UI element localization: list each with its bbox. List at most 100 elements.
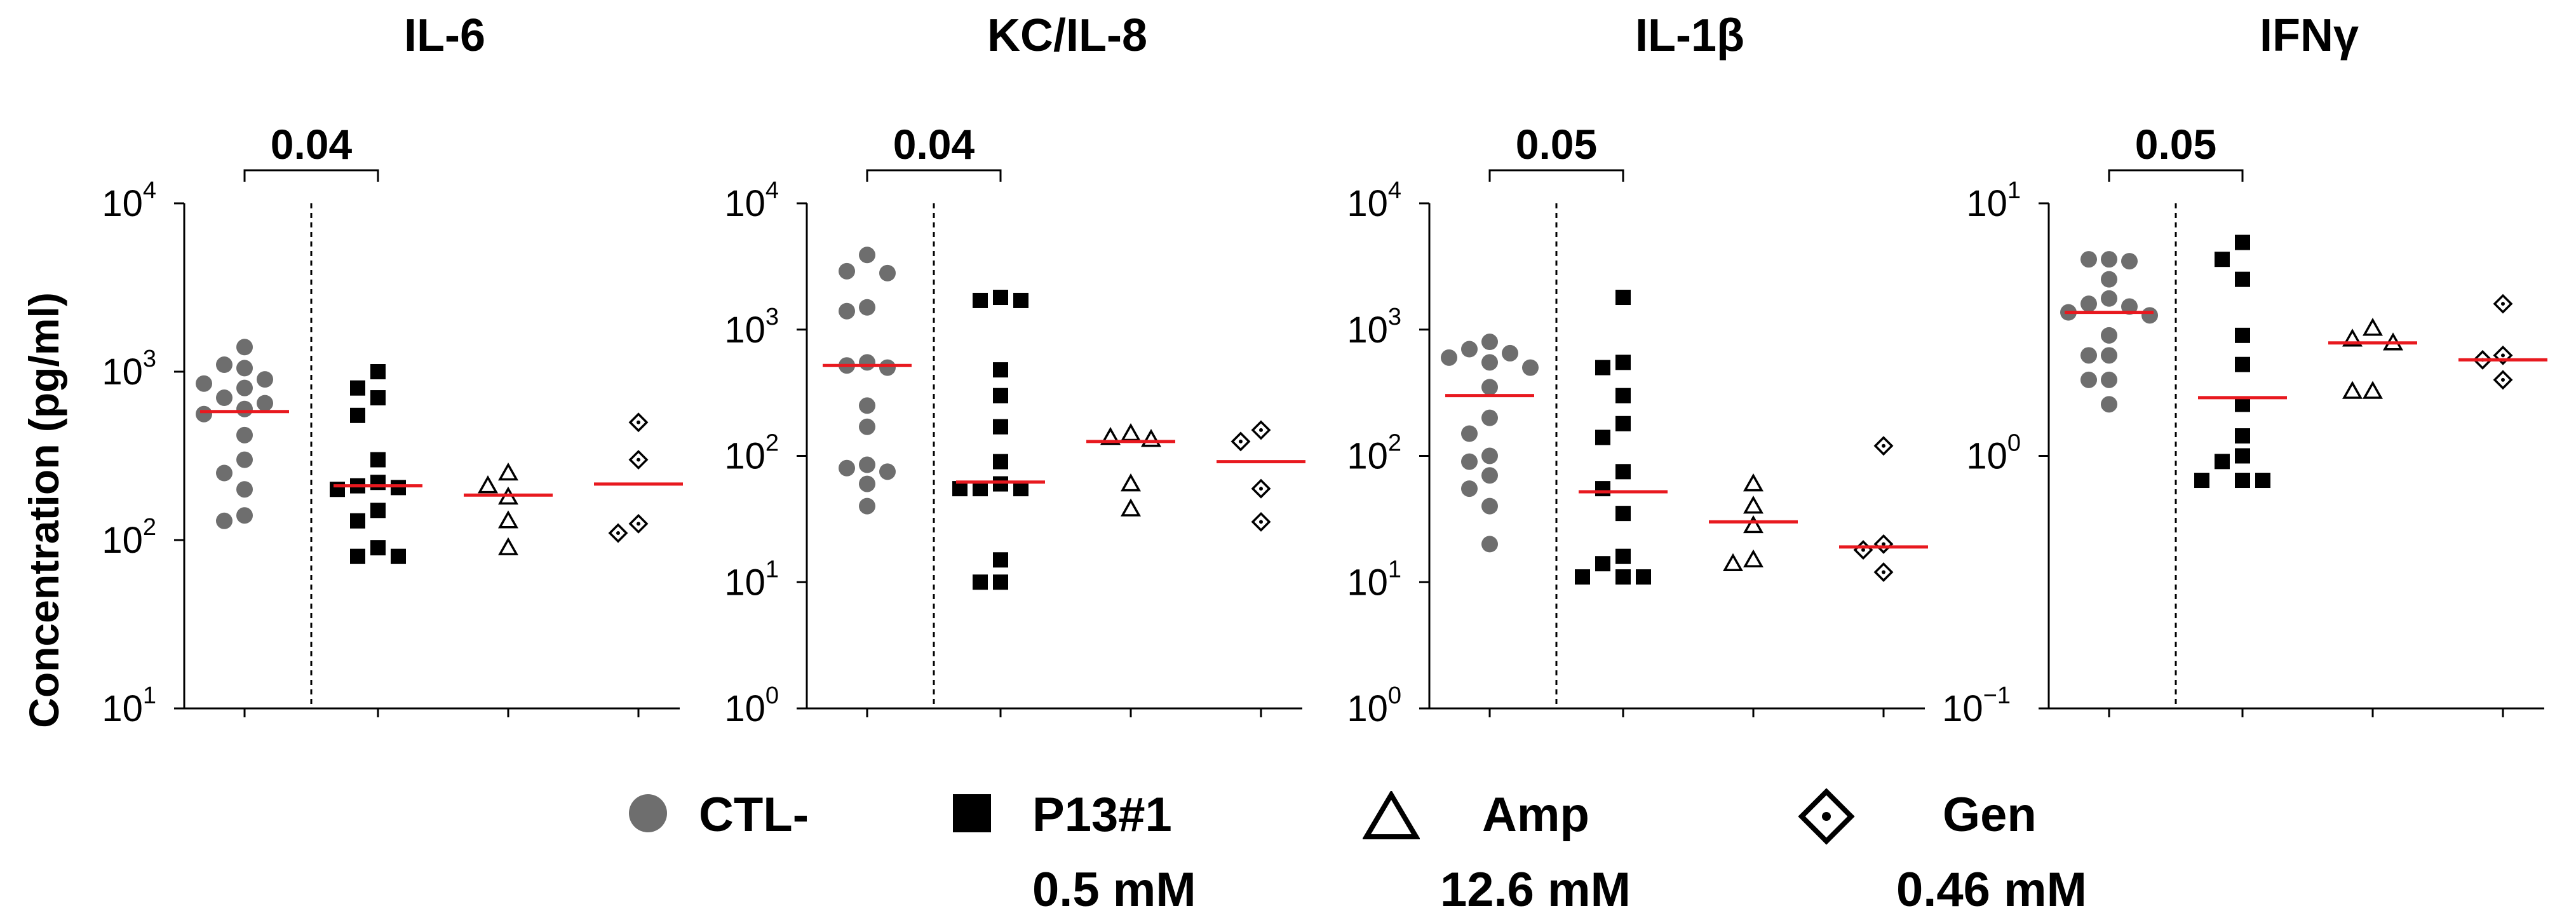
data-point-ctl-5: [1481, 354, 1498, 371]
data-point-p13-6: [1595, 430, 1610, 445]
data-point-ctl-11: [1461, 453, 1478, 470]
data-point-ctl-9: [859, 397, 875, 414]
y-tick-label: 104: [1347, 177, 1401, 224]
data-point-gen-3: [1853, 540, 1873, 560]
legend-label-amp: Amp: [1482, 788, 1589, 842]
data-point-gen-4: [608, 523, 628, 543]
data-point-ctl-10: [1481, 447, 1498, 464]
p-value-annotation: 0.04: [893, 121, 975, 168]
y-tick-label: 10−1: [1942, 682, 2011, 729]
data-point-p13-4: [1615, 388, 1631, 403]
data-point-ctl-12: [839, 459, 855, 477]
data-point-amp-3: [1141, 429, 1161, 447]
series-p13: [1575, 290, 1668, 585]
data-point-p13-10: [2235, 473, 2250, 489]
data-point-gen-1: [1873, 436, 1894, 456]
data-point-ctl-9: [2141, 307, 2158, 324]
data-point-ctl-4: [859, 299, 875, 316]
series-p13: [2194, 234, 2287, 489]
legend-diamond-marker: [1798, 788, 1855, 845]
data-point-p13-12: [2194, 473, 2209, 489]
data-point-amp-1: [498, 462, 518, 481]
data-point-ctl-7: [216, 389, 233, 407]
data-point-gen-1: [2493, 294, 2513, 314]
data-point-ctl-13: [216, 464, 233, 482]
data-point-ctl-8: [257, 395, 273, 412]
y-tick-label: 100: [724, 682, 779, 729]
p-value-annotation: 0.05: [2135, 121, 2216, 168]
y-tick-label: 101: [1966, 177, 2021, 224]
series-amp: [464, 462, 553, 555]
data-point-ctl-10: [2101, 327, 2117, 344]
data-point-p13-1: [370, 364, 386, 379]
data-point-p13-4: [350, 407, 365, 423]
data-point-p13-3: [1595, 360, 1610, 375]
panel-title: KC/IL-8: [987, 10, 1147, 61]
legend-sublabel-amp: 12.6 mM: [1440, 863, 1631, 917]
data-point-ctl-5: [2101, 290, 2117, 307]
p-value-annotation: 0.05: [1516, 121, 1597, 168]
data-point-ctl-11: [859, 456, 875, 473]
data-point-amp-2: [2342, 328, 2363, 347]
data-point-ctl-15: [2101, 396, 2117, 413]
data-point-p13-5: [1615, 416, 1631, 431]
data-point-ctl-9: [236, 400, 253, 417]
data-point-p13-11: [350, 513, 365, 529]
data-point-ctl-8: [879, 359, 896, 376]
data-point-ctl-2: [216, 356, 233, 374]
data-point-ctl-14: [236, 481, 253, 498]
panel-4: IFNγ 10−1 100 101 0.05: [1942, 10, 2547, 729]
y-tick-label: 101: [102, 682, 156, 729]
series-p13: [330, 364, 422, 564]
data-point-p13-5: [370, 452, 386, 468]
data-point-p13-5: [2235, 356, 2250, 372]
legend-label-ctl: CTL-: [699, 788, 809, 842]
data-point-ctl-12: [2080, 347, 2097, 364]
panel-title: IL-1β: [1635, 10, 1744, 61]
data-point-p13-7: [2235, 428, 2250, 444]
data-point-amp-1: [1743, 473, 1763, 492]
data-point-p13-4: [993, 362, 1008, 378]
data-point-p13-8: [993, 476, 1008, 492]
legend-circle-marker: [629, 794, 667, 832]
data-point-p13-11: [1595, 556, 1610, 572]
data-point-p13-3: [2235, 271, 2250, 287]
data-point-gen-2: [2493, 345, 2513, 365]
data-point-p13-1: [2235, 234, 2250, 250]
panel-2: KC/IL-8 100 101 102 103 104 0.04: [724, 10, 1305, 729]
data-point-p13-8: [2235, 448, 2250, 464]
y-tick-label: 104: [724, 177, 779, 224]
data-point-p13-8: [391, 480, 406, 496]
data-point-p13-11: [2255, 473, 2270, 489]
panel-1: IL-6 101 102 103 104 0.04: [102, 10, 683, 729]
data-point-amp-4: [1121, 473, 1141, 492]
data-point-amp-4: [1743, 549, 1763, 568]
data-point-p13-1: [993, 290, 1008, 306]
data-point-ctl-4: [2101, 271, 2117, 288]
legend-label-gen: Gen: [1943, 788, 2037, 842]
data-point-p13-12: [993, 552, 1008, 568]
y-tick-label: 102: [102, 514, 156, 561]
data-point-ctl-4: [1441, 349, 1457, 366]
series-ctl: [1441, 334, 1539, 553]
data-point-p13-10: [1615, 548, 1631, 564]
data-point-ctl-6: [859, 354, 875, 371]
data-point-amp-2: [1100, 426, 1121, 445]
data-point-gen-2: [628, 450, 649, 470]
legend-label-p13: P13#1: [1032, 788, 1172, 842]
data-point-amp-4: [498, 510, 518, 529]
data-point-p13-9: [1615, 506, 1631, 522]
series-gen: [1839, 436, 1928, 582]
data-point-p13-4: [2235, 327, 2250, 343]
series-ctl: [2060, 251, 2158, 413]
data-point-p13-2: [1615, 355, 1631, 370]
data-point-amp-2: [1743, 496, 1763, 514]
legend-square-marker: [953, 794, 991, 832]
data-point-amp-5: [2342, 381, 2363, 399]
data-point-ctl-3: [879, 264, 896, 281]
legend-triangle-marker: [1363, 791, 1420, 839]
data-point-ctl-8: [1481, 409, 1498, 426]
p-value-annotation: 0.04: [271, 121, 353, 168]
data-point-ctl-9: [1461, 425, 1478, 442]
